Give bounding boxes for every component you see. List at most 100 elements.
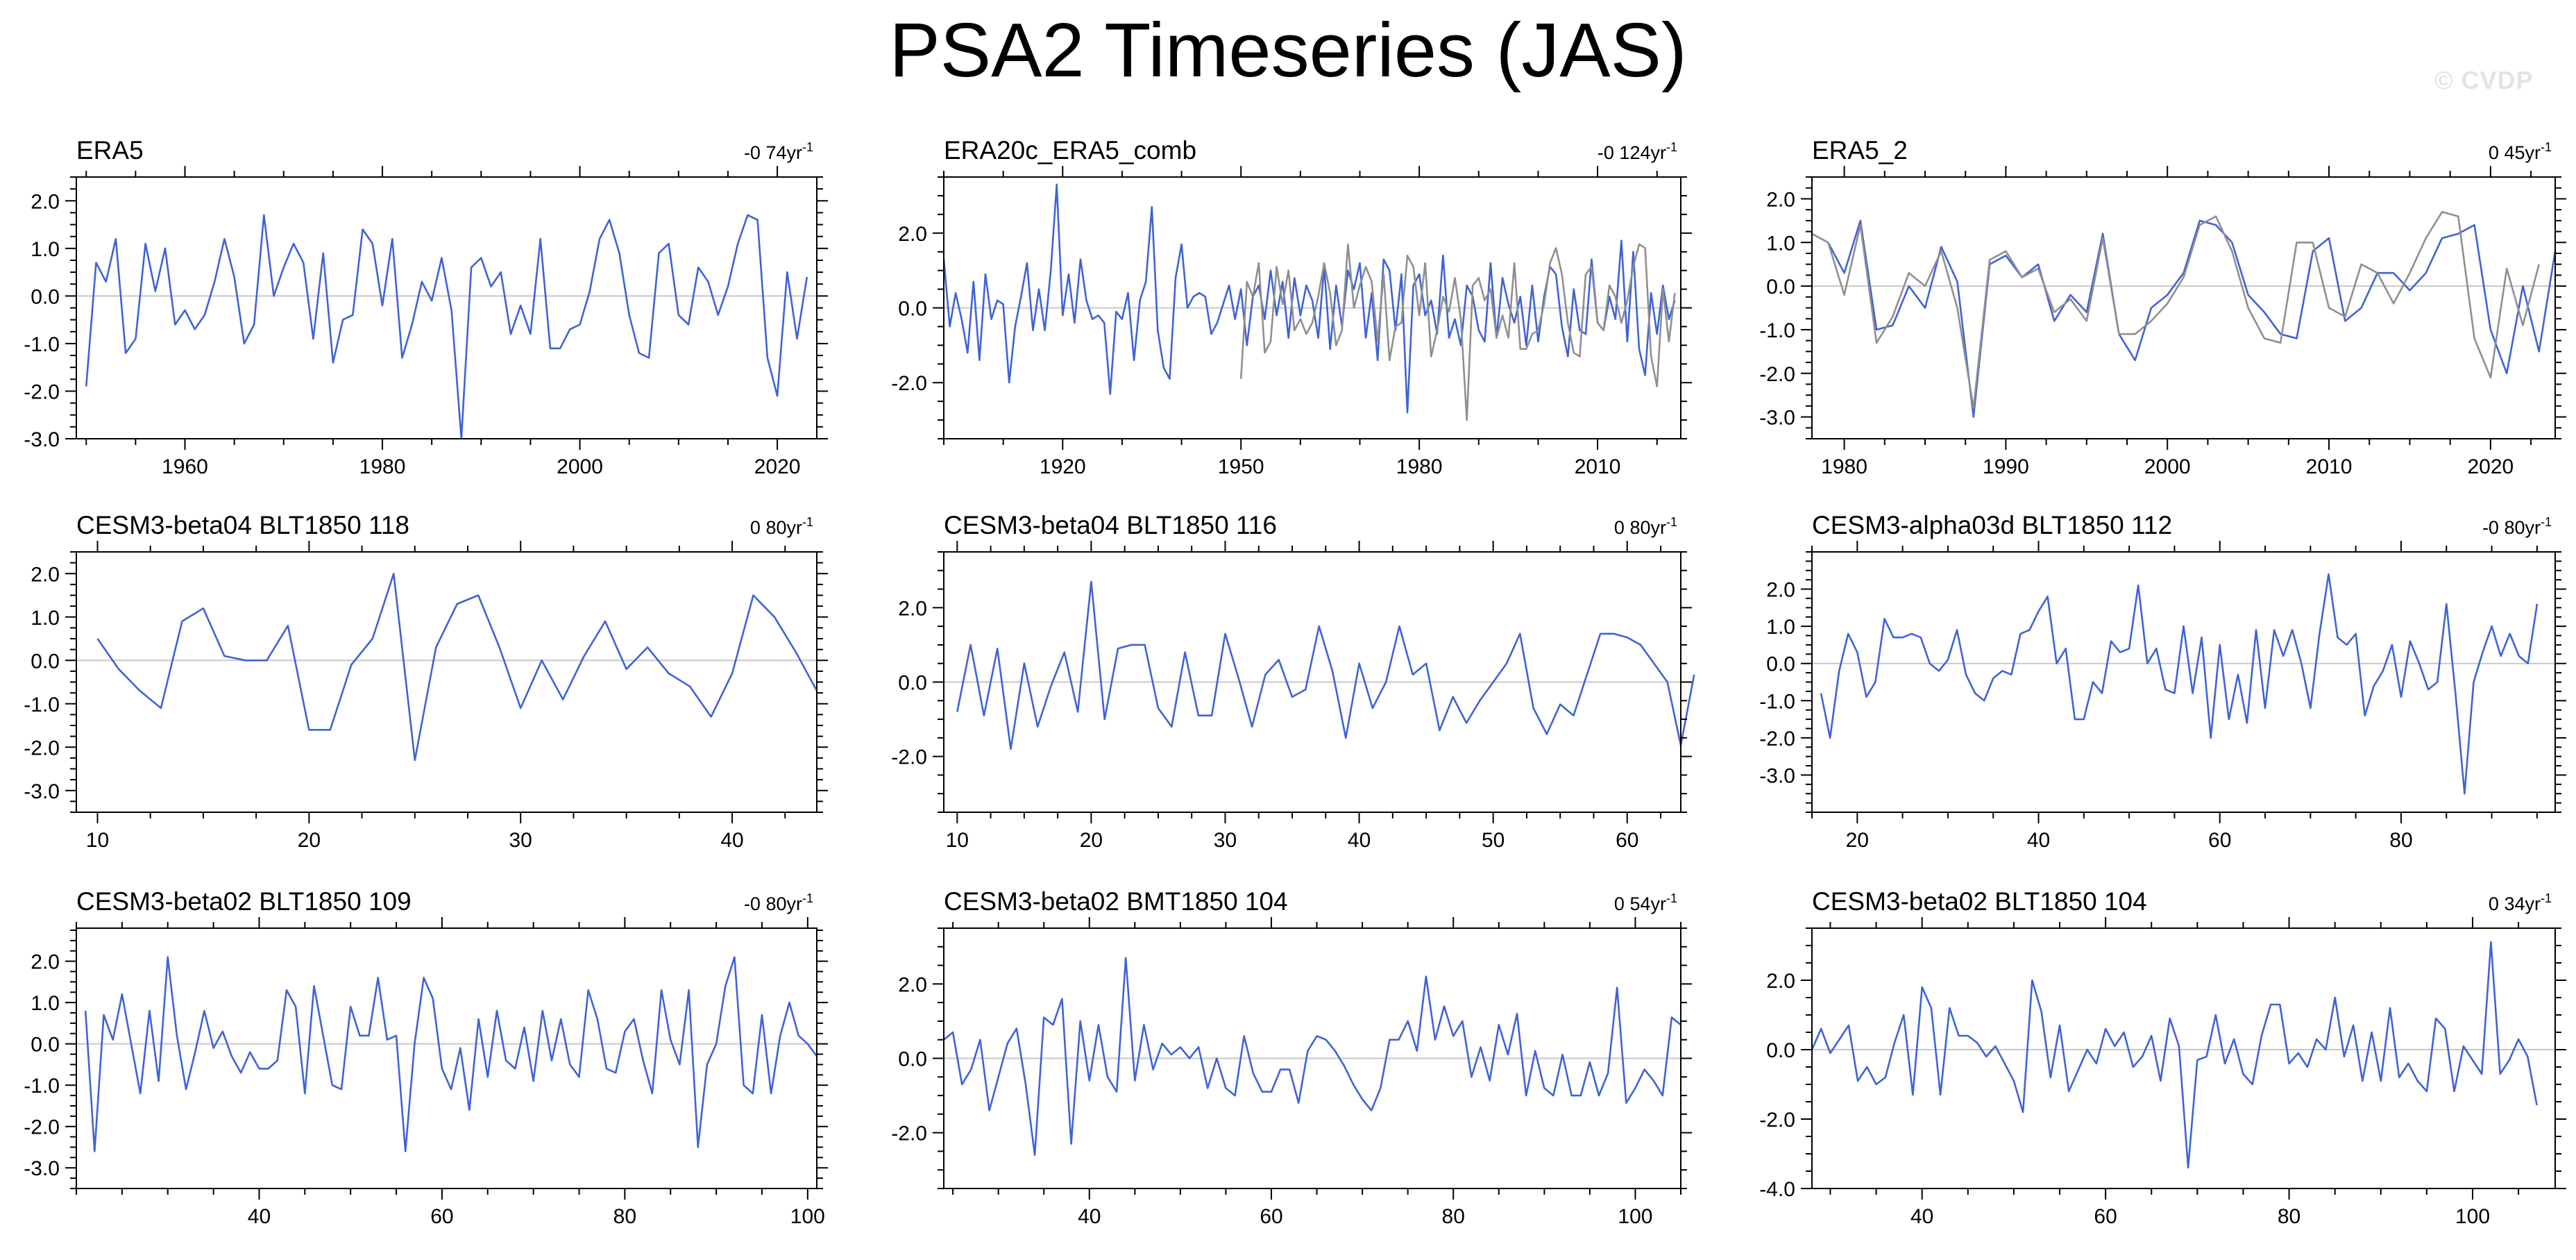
x-tick-label: 10 xyxy=(86,829,109,852)
trend-label: 0 54yr-1 xyxy=(1614,891,1677,914)
trend-exponent: -1 xyxy=(2541,515,2552,529)
y-tick-label: -3.0 xyxy=(1759,407,1795,430)
trend-exponent: -1 xyxy=(1666,891,1677,905)
y-tick-label: 0.0 xyxy=(898,298,927,321)
trend-exponent: -1 xyxy=(802,515,813,529)
panel-title: CESM3-beta04 BLT1850 116 xyxy=(944,511,1277,539)
x-tick-label: 2010 xyxy=(1575,455,1621,478)
y-tick-label: 2.0 xyxy=(1766,579,1795,602)
trend-value: 0 34 xyxy=(2489,893,2525,914)
trend-label: 0 45yr-1 xyxy=(2489,140,2552,163)
x-tick-label: 40 xyxy=(1910,1205,1933,1228)
y-tick-label: -3.0 xyxy=(24,780,60,803)
y-tick-label: 2.0 xyxy=(31,951,60,974)
y-tick-label: -2.0 xyxy=(1759,1109,1795,1132)
trend-value: 0 45 xyxy=(2489,142,2525,163)
trend-value: 0 80 xyxy=(750,517,787,538)
y-tick-label: 2.0 xyxy=(898,597,927,620)
trend-unit: yr xyxy=(1650,893,1666,914)
y-tick-label: -1.0 xyxy=(24,1075,60,1098)
trend-exponent: -1 xyxy=(802,140,813,154)
series-line-1 xyxy=(1811,941,2538,1169)
x-tick-label: 30 xyxy=(1214,829,1237,852)
x-tick-label: 2020 xyxy=(754,455,801,478)
y-tick-label: -2.0 xyxy=(1759,728,1795,750)
series-line-1 xyxy=(84,956,818,1152)
x-tick-label: 20 xyxy=(1080,829,1103,852)
trend-unit: yr xyxy=(2525,517,2541,538)
x-tick-label: 2020 xyxy=(2467,455,2514,478)
trend-exponent: -1 xyxy=(1666,140,1677,154)
trend-unit: yr xyxy=(1650,142,1666,163)
y-tick-label: -2.0 xyxy=(24,1116,60,1139)
series-line-2 xyxy=(1811,210,2540,410)
x-tick-label: 60 xyxy=(1260,1205,1282,1228)
panel-title: ERA5 xyxy=(76,136,144,165)
y-tick-label: -2.0 xyxy=(24,380,60,403)
x-tick-label: 40 xyxy=(248,1205,271,1228)
y-tick-label: 0.0 xyxy=(31,285,60,308)
chart-panel-1: ERA5 -0 74yr-1 1960 1980 2000 2020 2.0 1.0 0.0 -1… xyxy=(24,136,828,478)
y-tick-label: 2.0 xyxy=(31,190,60,213)
x-tick-label: 80 xyxy=(1442,1205,1465,1228)
trend-exponent: -1 xyxy=(2541,891,2552,905)
x-tick-label: 10 xyxy=(946,829,969,852)
trend-label: 0 34yr-1 xyxy=(2489,891,2552,914)
plot-frame xyxy=(76,176,817,439)
chart-panel-2: ERA20c_ERA5_comb -0 124yr-1 1920 1950 1980 20… xyxy=(891,136,1692,478)
page-title: PSA2 Timeseries (JAS) xyxy=(889,8,1687,93)
x-tick-label: 40 xyxy=(1078,1205,1101,1228)
trend-unit: yr xyxy=(786,142,802,163)
y-tick-label: 2.0 xyxy=(1766,970,1795,993)
panel-title: CESM3-beta04 BLT1850 118 xyxy=(76,511,409,539)
series-line-1 xyxy=(1827,219,2557,418)
trend-label: -0 80yr-1 xyxy=(744,891,813,914)
chart-panel-3: ERA5_2 0 45yr-1 1980 1990 2000 2010 2020 2.0 1.0… xyxy=(1759,136,2566,478)
plot-frame xyxy=(1811,551,2556,813)
x-tick-label: 50 xyxy=(1482,829,1505,852)
x-tick-label: 60 xyxy=(430,1205,453,1228)
x-tick-label: 20 xyxy=(1846,829,1869,852)
series-line-1 xyxy=(942,183,1676,414)
x-tick-label: 60 xyxy=(2208,829,2231,852)
panel-title: ERA5_2 xyxy=(1812,136,1908,165)
x-tick-label: 2010 xyxy=(2306,455,2353,478)
x-tick-label: 2000 xyxy=(2144,455,2191,478)
y-tick-label: -2.0 xyxy=(1759,363,1795,386)
trend-unit: yr xyxy=(786,893,802,914)
trend-label: -0 74yr-1 xyxy=(744,140,813,163)
y-tick-label: -3.0 xyxy=(1759,764,1795,787)
watermark: © CVDP xyxy=(2434,66,2534,94)
x-tick-label: 30 xyxy=(509,829,532,852)
x-tick-label: 1980 xyxy=(1821,455,1867,478)
trend-value: -0 124 xyxy=(1598,142,1651,163)
series-line-2 xyxy=(1239,243,1676,421)
chart-panel-4: CESM3-beta04 BLT1850 118 0 80yr-1 10 20 30 40… xyxy=(24,511,828,852)
y-tick-label: -2.0 xyxy=(891,1123,927,1145)
series-line-1 xyxy=(956,580,1695,750)
y-tick-label: -4.0 xyxy=(1759,1178,1795,1201)
x-tick-label: 1920 xyxy=(1040,455,1086,478)
series-line-1 xyxy=(1820,573,2539,795)
x-tick-label: 1980 xyxy=(359,455,406,478)
y-tick-label: 0.0 xyxy=(1766,1039,1795,1062)
y-tick-label: -2.0 xyxy=(891,372,927,395)
y-tick-label: 1.0 xyxy=(1766,616,1795,639)
x-tick-label: 80 xyxy=(2389,829,2412,852)
trend-value: 0 54 xyxy=(1614,893,1651,914)
chart-panel-8: CESM3-beta02 BMT1850 104 0 54yr-1 40 60 80 10… xyxy=(891,887,1692,1228)
y-tick-label: -1.0 xyxy=(24,694,60,716)
y-tick-label: 2.0 xyxy=(898,223,927,246)
x-tick-label: 60 xyxy=(2094,1205,2117,1228)
x-tick-label: 80 xyxy=(2278,1205,2300,1228)
trend-value: 0 80 xyxy=(1614,517,1651,538)
trend-value: -0 80 xyxy=(2482,517,2525,538)
x-tick-label: 40 xyxy=(2027,829,2050,852)
chart-panel-9: CESM3-beta02 BLT1850 104 0 34yr-1 40 60 80 10… xyxy=(1759,887,2566,1228)
y-tick-label: -2.0 xyxy=(24,737,60,759)
x-tick-label: 100 xyxy=(2455,1205,2490,1228)
trend-label: -0 80yr-1 xyxy=(2482,515,2552,538)
y-tick-label: 0.0 xyxy=(31,650,60,673)
trend-exponent: -1 xyxy=(2541,140,2552,154)
